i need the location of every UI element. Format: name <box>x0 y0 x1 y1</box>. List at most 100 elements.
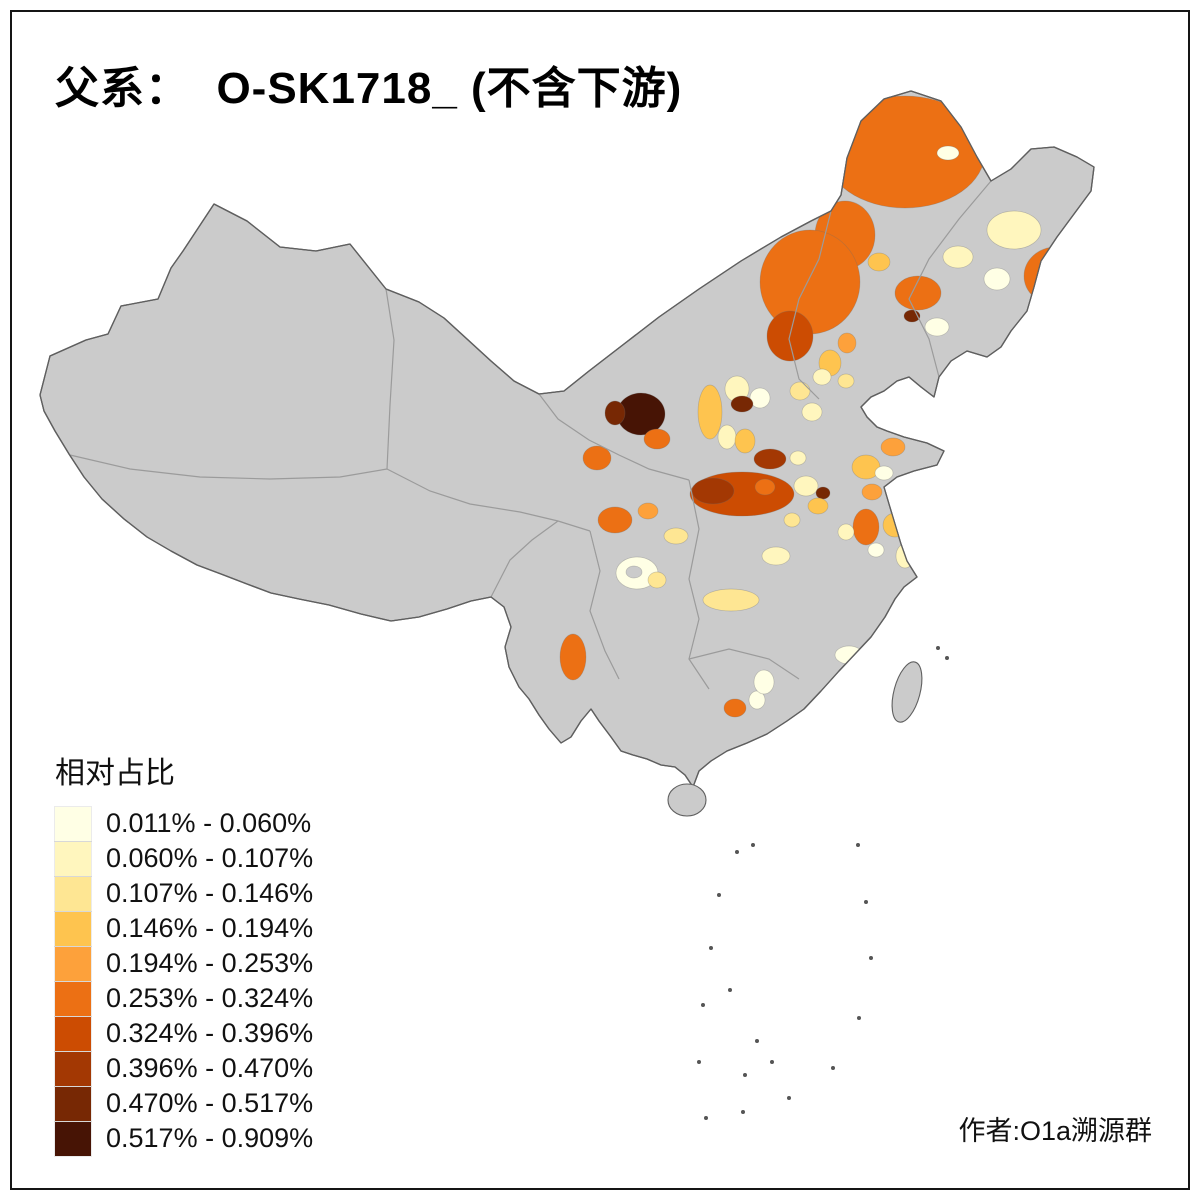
prefecture-region <box>942 245 974 269</box>
province-border <box>385 288 395 470</box>
legend-label: 0.107% - 0.146% <box>106 878 314 908</box>
prefecture-region <box>691 477 735 505</box>
legend-row: 0.470% - 0.517% <box>54 1085 314 1122</box>
legend-row: 0.324% - 0.396% <box>54 1015 314 1052</box>
legend: 相对占比 0.011% - 0.060% 0.060% - 0.107% 0.107… <box>54 748 314 1157</box>
prefecture-region <box>637 502 659 520</box>
sea-mark <box>751 843 755 847</box>
prefecture-region <box>815 486 831 500</box>
prefecture-region <box>643 428 671 450</box>
province-border <box>538 393 690 481</box>
legend-swatch <box>54 875 92 912</box>
prefecture-region <box>647 571 667 589</box>
prefecture-region <box>801 402 823 422</box>
legend-swatch <box>54 1015 92 1052</box>
prefecture-region <box>582 445 612 471</box>
prefecture-region <box>867 542 885 558</box>
sea-mark <box>945 656 949 660</box>
prefecture-region <box>867 252 891 272</box>
province-border <box>688 648 800 680</box>
province-border <box>386 468 591 532</box>
legend-row: 0.107% - 0.146% <box>54 875 314 912</box>
legend-swatch <box>54 945 92 982</box>
prefecture-region <box>783 512 801 528</box>
legend-label: 0.253% - 0.324% <box>106 983 314 1013</box>
legend-label: 0.060% - 0.107% <box>106 843 314 873</box>
prefecture-region <box>702 588 760 612</box>
legend-label: 0.194% - 0.253% <box>106 948 314 978</box>
legend-label: 0.517% - 0.909% <box>106 1123 314 1153</box>
prefecture-region <box>837 523 855 541</box>
national-border <box>39 90 1095 788</box>
prefecture-region <box>807 497 829 515</box>
sea-mark <box>936 646 940 650</box>
province-border <box>490 520 559 598</box>
legend-swatch <box>54 1085 92 1122</box>
legend-label: 0.396% - 0.470% <box>106 1053 314 1083</box>
prefecture-region <box>894 275 942 311</box>
province-border <box>589 530 620 680</box>
prefecture-region <box>861 483 883 501</box>
prefecture-region <box>734 428 756 454</box>
legend-row: 0.517% - 0.909% <box>54 1120 314 1157</box>
legend-label: 0.470% - 0.517% <box>106 1088 314 1118</box>
legend-label: 0.324% - 0.396% <box>106 1018 314 1048</box>
prefecture-region <box>986 210 1042 250</box>
prefecture-region <box>730 395 754 413</box>
legend-row: 0.396% - 0.470% <box>54 1050 314 1087</box>
province-border <box>908 180 992 378</box>
legend-row: 0.253% - 0.324% <box>54 980 314 1017</box>
legend-swatch <box>54 805 92 842</box>
prefecture-region <box>837 373 855 389</box>
prefecture-region <box>717 424 737 450</box>
island-hainan <box>667 783 707 817</box>
sea-mark <box>864 900 868 904</box>
author-credit: 作者:O1a溯源群 <box>958 1116 1152 1146</box>
prefecture-region <box>924 317 950 337</box>
legend-swatch <box>54 910 92 947</box>
sea-mark <box>709 946 713 950</box>
prefecture-region <box>663 527 689 545</box>
prefecture-region <box>793 475 819 497</box>
prefecture-region <box>1023 246 1089 306</box>
sea-mark <box>741 1110 745 1114</box>
prefecture-region <box>723 698 747 718</box>
sea-mark <box>743 1073 747 1077</box>
prefecture-region <box>753 448 787 470</box>
prefecture-region <box>880 437 906 457</box>
prefecture-region <box>812 368 832 386</box>
sea-mark <box>704 1116 708 1120</box>
legend-label: 0.011% - 0.060% <box>106 808 312 838</box>
legend-title: 相对占比 <box>55 757 175 790</box>
page-title: 父系： O-SK1718_ (不含下游) <box>55 64 683 113</box>
legend-row: 0.011% - 0.060% <box>54 805 313 842</box>
prefecture-region <box>761 546 791 566</box>
prefecture-region <box>874 465 894 481</box>
sea-mark <box>831 1066 835 1070</box>
province-border <box>788 210 832 400</box>
legend-rows: 0.011% - 0.060% 0.060% - 0.107% 0.107% - 0… <box>54 805 314 1157</box>
province-border <box>69 454 388 480</box>
legend-row: 0.194% - 0.253% <box>54 945 314 982</box>
legend-row: 0.060% - 0.107% <box>54 840 314 877</box>
prefecture-region <box>597 506 633 534</box>
legend-label: 0.146% - 0.194% <box>106 913 314 943</box>
legend-swatch <box>54 840 92 877</box>
sea-mark <box>697 1060 701 1064</box>
province-border <box>688 479 710 690</box>
legend-swatch <box>54 980 92 1017</box>
sea-mark <box>701 1003 705 1007</box>
prefecture-region <box>837 332 857 354</box>
prefecture-region <box>789 381 811 401</box>
sea-mark <box>869 956 873 960</box>
sea-mark <box>856 843 860 847</box>
prefecture-region <box>749 387 771 409</box>
prefecture-region <box>893 413 911 427</box>
prefecture-region <box>697 384 723 440</box>
prefecture-region <box>753 669 775 695</box>
sea-mark <box>735 850 739 854</box>
sea-mark <box>717 893 721 897</box>
sea-mark <box>770 1060 774 1064</box>
